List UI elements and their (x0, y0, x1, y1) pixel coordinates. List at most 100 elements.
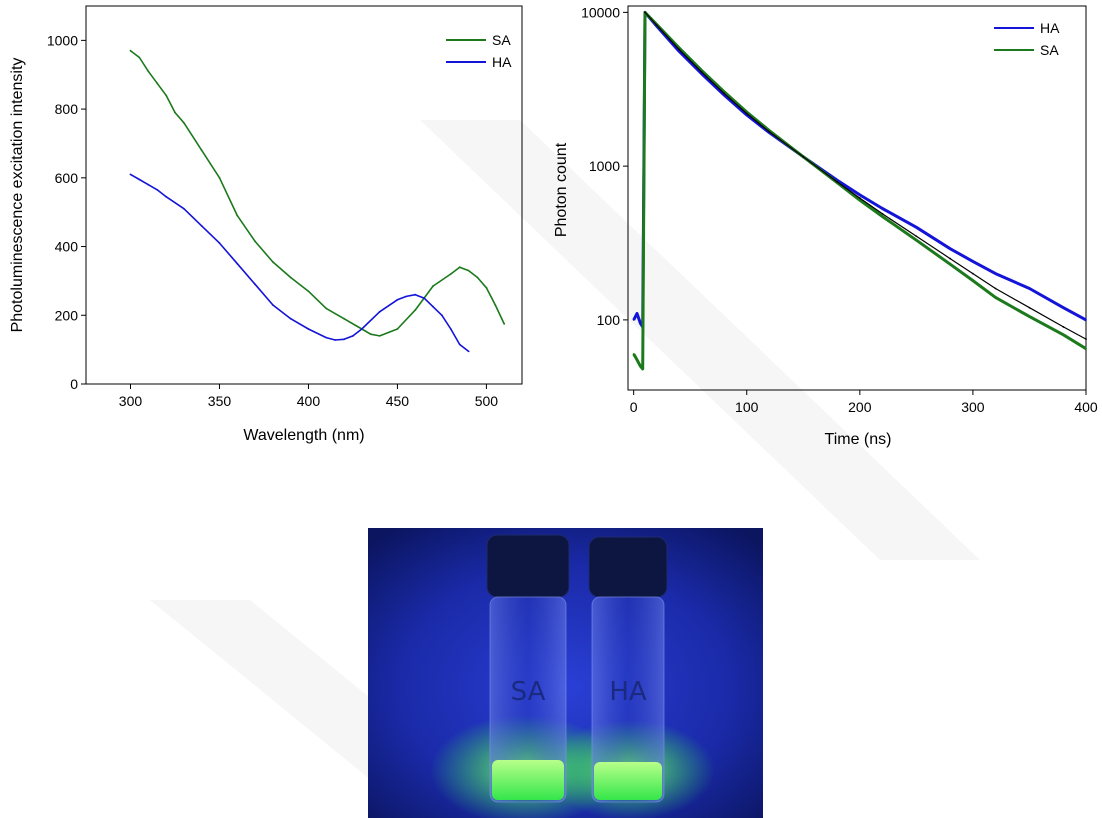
data-point-fit (745, 112, 748, 115)
y-tick-label: 1000 (589, 158, 620, 174)
data-point-sa (218, 176, 221, 179)
data-point-sa (994, 296, 997, 299)
vial-body (489, 596, 567, 803)
data-point-ha (378, 310, 381, 313)
data-point-ha (352, 334, 354, 337)
data-point-sa (138, 56, 141, 59)
data-point-sa (858, 199, 861, 202)
data-point-ha (1028, 287, 1031, 290)
data-point-ha (949, 247, 952, 250)
data-point-sa (271, 261, 274, 263)
data-point-sa (1028, 315, 1031, 318)
data-point-ha (677, 50, 680, 52)
data-point-ha (881, 207, 884, 210)
data-point-fit (644, 11, 646, 14)
data-point-fit (1028, 306, 1031, 309)
data-point-sa (1085, 347, 1087, 350)
data-point-ha (138, 178, 141, 181)
data-point-fit (972, 272, 974, 275)
data-point-fit (1085, 338, 1087, 341)
data-point-ha (325, 336, 328, 339)
data-point-sa (467, 269, 470, 272)
data-point-fit (1062, 326, 1065, 328)
x-ticks: 300 350 400 450 500 (119, 384, 498, 409)
data-point-ha (200, 225, 203, 227)
data-point-sa (200, 149, 203, 152)
data-point-fit (915, 235, 918, 238)
vial-liquid (594, 762, 662, 800)
series-line-ha (632, 10, 1087, 329)
data-point-sa (494, 304, 497, 306)
data-point-sa (476, 276, 479, 279)
y-tick-label: 800 (55, 101, 79, 117)
data-point-ha (449, 328, 452, 330)
data-point-ha (915, 226, 918, 229)
plot-frame (627, 5, 1087, 391)
data-point-ha (147, 183, 150, 186)
data-point-fit (881, 212, 884, 215)
legend-label-ha: HA (1040, 20, 1060, 36)
data-point-sa (458, 266, 461, 269)
data-point-sa (182, 121, 185, 124)
data-point-sa (343, 317, 345, 320)
data-point-ha (156, 188, 159, 191)
data-point-sa (1062, 333, 1065, 336)
data-point-sa (641, 368, 644, 370)
y-axis-label: Photon count (553, 142, 570, 237)
series-lines (129, 49, 506, 353)
data-point-fit (700, 71, 703, 73)
data-point-ha (632, 318, 635, 321)
series-line-sa (130, 50, 505, 337)
y-tick-label: 400 (55, 239, 79, 255)
data-point-ha (441, 314, 443, 317)
data-point-ha (405, 295, 408, 298)
x-tick-label: 400 (297, 393, 321, 409)
vial-label-sa: SA (511, 677, 546, 707)
data-point-ha (432, 305, 434, 308)
data-point-ha (994, 272, 997, 275)
data-point-sa (972, 279, 974, 282)
x-tick-label: 0 (630, 399, 638, 415)
data-point-sa (396, 328, 399, 330)
data-point-sa (325, 307, 328, 310)
data-point-sa (915, 239, 918, 242)
data-point-ha (218, 242, 221, 245)
data-point-ha (254, 283, 256, 286)
data-point-sa (414, 309, 417, 312)
y-axis-label: Photoluminescence excitation intensity (9, 58, 26, 333)
series-line-fit (644, 11, 1087, 340)
y-tick-label: 600 (55, 170, 79, 186)
y-tick-label: 1000 (47, 32, 78, 48)
vial-ha: HA (588, 536, 668, 803)
data-point-fit (949, 257, 952, 260)
data-point-ha (1085, 318, 1087, 321)
data-point-ha (423, 297, 426, 299)
data-point-sa (639, 365, 642, 368)
x-tick-label: 300 (961, 399, 985, 415)
vial-photo: SA HA (368, 528, 763, 818)
data-point-fit (836, 180, 839, 183)
x-tick-label: 450 (386, 393, 410, 409)
data-point-ha (1062, 306, 1065, 309)
data-point-sa (147, 70, 150, 73)
data-point-sa (236, 214, 239, 217)
y-tick-label: 0 (70, 376, 78, 392)
chart-photon-decay: 0 100 200 300 400 100 1000 10000 Time (ns) Pho… (553, 4, 1098, 448)
data-point-ha (639, 322, 642, 325)
y-tick-label: 200 (55, 307, 79, 323)
data-point-ha (458, 343, 461, 346)
data-point-sa (485, 286, 488, 289)
data-point-fit (858, 197, 861, 199)
data-point-ha (236, 262, 239, 265)
y-tick-label: 10000 (581, 4, 620, 20)
data-point-ha (307, 328, 310, 330)
series-lines (632, 10, 1087, 371)
data-point-fit (994, 287, 997, 290)
x-tick-label: 350 (208, 393, 232, 409)
data-point-ha (182, 207, 185, 210)
vial-label-ha: HA (609, 677, 647, 707)
vial-sa: SA (486, 534, 570, 803)
data-point-ha (360, 328, 363, 330)
data-point-ha (972, 260, 974, 263)
data-point-ha (467, 350, 470, 353)
